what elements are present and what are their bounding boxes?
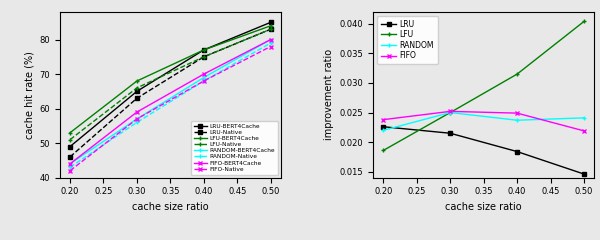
LRU bbox=[580, 173, 587, 175]
LRU-BERT4Cache bbox=[267, 21, 274, 24]
LRU bbox=[380, 125, 387, 128]
RANDOM-Native bbox=[200, 79, 208, 82]
RANDOM-BERT4Cache bbox=[200, 76, 208, 79]
LFU bbox=[580, 20, 587, 23]
FIFO-BERT4Cache bbox=[200, 73, 208, 76]
RANDOM-Native bbox=[67, 166, 74, 169]
LRU-Native bbox=[267, 28, 274, 31]
LFU-BERT4Cache bbox=[133, 79, 140, 82]
RANDOM bbox=[446, 111, 454, 114]
LFU-Native bbox=[67, 138, 74, 141]
LRU-Native bbox=[67, 156, 74, 158]
FIFO bbox=[380, 118, 387, 121]
Line: FIFO-Native: FIFO-Native bbox=[68, 44, 273, 173]
Line: RANDOM-BERT4Cache: RANDOM-BERT4Cache bbox=[68, 37, 273, 166]
RANDOM bbox=[514, 119, 521, 122]
Y-axis label: improvement ratio: improvement ratio bbox=[325, 49, 334, 140]
RANDOM bbox=[580, 116, 587, 119]
RANDOM-Native bbox=[133, 121, 140, 124]
FIFO bbox=[514, 112, 521, 114]
RANDOM-BERT4Cache bbox=[267, 38, 274, 41]
FIFO-Native bbox=[200, 79, 208, 82]
LFU-BERT4Cache bbox=[267, 24, 274, 27]
FIFO-BERT4Cache bbox=[133, 111, 140, 114]
Line: LFU-BERT4Cache: LFU-BERT4Cache bbox=[68, 23, 273, 135]
LRU-Native bbox=[133, 97, 140, 100]
LRU-BERT4Cache bbox=[133, 90, 140, 93]
RANDOM-BERT4Cache bbox=[133, 118, 140, 120]
Line: LRU: LRU bbox=[381, 124, 586, 176]
LRU-BERT4Cache bbox=[200, 48, 208, 51]
RANDOM-BERT4Cache bbox=[67, 162, 74, 165]
Line: LFU: LFU bbox=[381, 19, 586, 153]
FIFO-BERT4Cache bbox=[67, 162, 74, 165]
RANDOM bbox=[380, 129, 387, 132]
LFU-Native bbox=[267, 28, 274, 31]
FIFO-Native bbox=[133, 118, 140, 120]
Legend: LRU, LFU, RANDOM, FIFO: LRU, LFU, RANDOM, FIFO bbox=[377, 16, 437, 64]
Legend: LRU-BERT4Cache, LRU-Native, LFU-BERT4Cache, LFU-Native, RANDOM-BERT4Cache, RANDO: LRU-BERT4Cache, LRU-Native, LFU-BERT4Cac… bbox=[191, 121, 278, 175]
FIFO-Native bbox=[267, 45, 274, 48]
Line: LFU-Native: LFU-Native bbox=[68, 27, 273, 142]
LFU bbox=[514, 73, 521, 76]
X-axis label: cache size ratio: cache size ratio bbox=[445, 202, 522, 212]
Line: RANDOM-Native: RANDOM-Native bbox=[68, 41, 273, 170]
LFU-BERT4Cache bbox=[67, 131, 74, 134]
Line: LRU-BERT4Cache: LRU-BERT4Cache bbox=[68, 20, 273, 149]
Line: RANDOM: RANDOM bbox=[381, 110, 586, 133]
LFU-Native bbox=[200, 55, 208, 58]
LRU bbox=[446, 132, 454, 135]
LFU-BERT4Cache bbox=[200, 48, 208, 51]
LFU bbox=[446, 111, 454, 114]
Line: LRU-Native: LRU-Native bbox=[68, 27, 273, 159]
Y-axis label: cache hit rate (%): cache hit rate (%) bbox=[24, 51, 34, 139]
Line: FIFO: FIFO bbox=[381, 109, 586, 133]
RANDOM-Native bbox=[267, 42, 274, 44]
FIFO bbox=[580, 129, 587, 132]
LFU bbox=[380, 149, 387, 152]
LRU bbox=[514, 150, 521, 153]
LFU-Native bbox=[133, 86, 140, 89]
FIFO-BERT4Cache bbox=[267, 38, 274, 41]
LRU-Native bbox=[200, 55, 208, 58]
FIFO-Native bbox=[67, 169, 74, 172]
Line: FIFO-BERT4Cache: FIFO-BERT4Cache bbox=[68, 37, 273, 166]
X-axis label: cache size ratio: cache size ratio bbox=[132, 202, 209, 212]
LRU-BERT4Cache bbox=[67, 145, 74, 148]
FIFO bbox=[446, 110, 454, 113]
